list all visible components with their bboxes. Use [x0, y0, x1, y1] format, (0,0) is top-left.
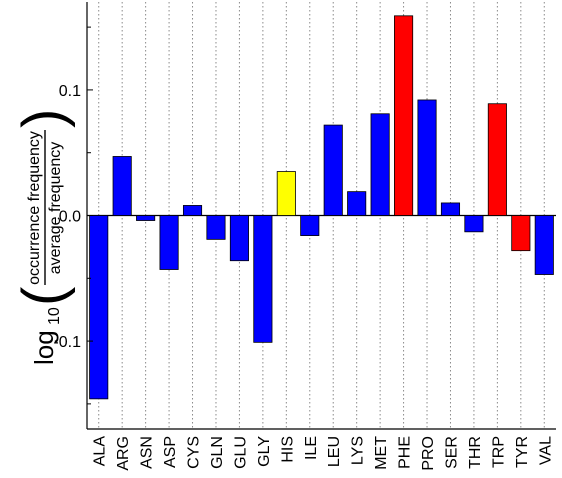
y-tick-label: 0.0	[59, 209, 81, 226]
bar-leu	[323, 124, 343, 216]
x-tick-label-val: VAL	[537, 436, 554, 465]
x-tick-label-arg: ARG	[115, 436, 132, 471]
bar-glu	[229, 215, 249, 262]
x-tick-label-ser: SER	[443, 436, 460, 469]
x-tick-label-met: MET	[373, 436, 390, 470]
bar-trp	[487, 103, 507, 216]
bar-arg	[112, 156, 132, 216]
x-tick-label-asn: ASN	[139, 436, 156, 469]
bar-lys	[347, 191, 367, 216]
bar-val	[534, 215, 554, 275]
x-tick-label-lys: LYS	[350, 436, 367, 465]
x-tick-label-ile: ILE	[303, 436, 320, 460]
x-tick-label-tyr: TYR	[514, 436, 531, 468]
y-tick-label: -0.1	[53, 334, 81, 351]
x-tick-label-asp: ASP	[162, 436, 179, 468]
bar-phe	[394, 15, 414, 216]
bar-tyr	[511, 215, 531, 252]
bar-ile	[300, 215, 320, 236]
bar-cys	[182, 205, 203, 216]
bar-gly	[253, 215, 273, 343]
x-tick-label-glu: GLU	[232, 436, 249, 469]
x-tick-label-pro: PRO	[420, 436, 437, 471]
x-tick-label-leu: LEU	[326, 436, 343, 467]
ylabel-numerator: occurrence frequency	[26, 131, 43, 285]
ylabel-subscript: 10	[46, 307, 63, 325]
bars-group	[89, 15, 554, 400]
x-tick-label-his: HIS	[279, 436, 296, 463]
ylabel-denominator: average frequency	[47, 142, 64, 275]
x-tick-label-trp: TRP	[490, 436, 507, 468]
bar-his	[276, 171, 296, 216]
bar-thr	[464, 215, 484, 233]
x-tick-label-thr: THR	[467, 436, 484, 469]
bar-met	[370, 113, 390, 216]
x-tick-label-gln: GLN	[209, 436, 226, 469]
x-tick-label-gly: GLY	[256, 436, 273, 467]
y-axis-ticks: -0.1 0.0 0.1	[53, 26, 93, 405]
bar-gln	[206, 215, 226, 240]
bar-pro	[417, 99, 437, 216]
y-axis-label: log 10 ( occurrence frequency average fr…	[11, 109, 76, 365]
y-tick-label: 0.1	[59, 83, 81, 100]
bar-asp	[159, 215, 179, 270]
x-tick-label-cys: CYS	[186, 436, 203, 469]
bar-asn	[136, 215, 156, 221]
x-tick-label-ala: ALA	[92, 436, 109, 467]
ylabel-prefix: log	[29, 330, 59, 365]
bar-ser	[440, 202, 461, 216]
x-tick-label-phe: PHE	[397, 436, 414, 469]
ylabel-paren-close: )	[11, 109, 76, 128]
ylabel-paren-open: (	[11, 287, 76, 306]
bar-ala	[89, 215, 109, 400]
x-axis-category-labels: ALA ARG ASN ASP CYS GLN GLU GLY HIS ILE LEU LYS MET P…	[92, 436, 555, 471]
